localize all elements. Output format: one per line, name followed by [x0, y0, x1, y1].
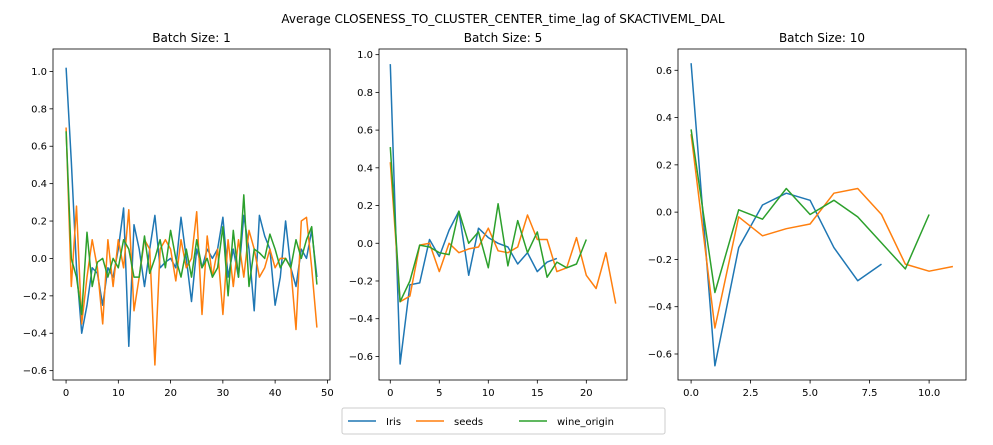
y-tick-label: −0.6 [648, 349, 672, 360]
series-line-wine_origin [389, 147, 587, 303]
x-tick-label: 10.0 [918, 388, 940, 399]
chart-panel: Batch Size: 5 0 5 10 15 20 −0.6 −0.4 −0.2 0.0 0.2 0… [349, 31, 628, 399]
panel-title: Batch Size: 1 [152, 31, 230, 45]
y-tick-label: 0.6 [31, 142, 47, 153]
x-tick-label: 7.5 [862, 388, 878, 399]
x-tick-label: 10 [112, 388, 125, 399]
y-tick-label: 0.6 [357, 126, 373, 137]
series-line-wine_origin [690, 129, 930, 294]
y-tick-label: −0.4 [23, 329, 47, 340]
legend-label: wine_origin [557, 417, 614, 428]
x-tick-label: 20 [580, 388, 593, 399]
x-tick-label: 10 [482, 388, 495, 399]
series-line-seeds [65, 127, 318, 366]
y-tick-label: −0.6 [349, 352, 373, 363]
y-tick-label: 0.0 [357, 239, 373, 250]
x-tick-label: 0 [387, 388, 393, 399]
legend-item: wine_origin [519, 417, 614, 428]
chart-panel: Batch Size: 10 0.0 2.5 5.0 7.5 10.0 −0.6 −0.4 −0… [648, 31, 967, 399]
legend-item: Iris [348, 417, 401, 428]
legend-box [341, 407, 666, 435]
series-line-Iris [389, 64, 558, 365]
series-line-seeds [389, 162, 617, 304]
chart-legend: Iris seeds wine_origin [341, 407, 666, 435]
y-tick-label: 1.0 [31, 67, 47, 78]
y-tick-label: 0.6 [656, 66, 672, 77]
x-tick-label: 30 [216, 388, 229, 399]
series-line-Iris [65, 67, 318, 348]
y-tick-label: −0.4 [648, 302, 672, 313]
axes-frame [378, 48, 628, 381]
y-tick-label: −0.2 [349, 276, 373, 287]
axes-frame [52, 48, 331, 381]
x-tick-label: 2.5 [743, 388, 759, 399]
y-tick-label: 0.8 [357, 88, 373, 99]
panel-title: Batch Size: 5 [464, 31, 542, 45]
x-tick-label: 50 [321, 388, 334, 399]
y-tick-label: 0.4 [656, 113, 672, 124]
y-tick-label: −0.2 [23, 291, 47, 302]
chart-panel: Batch Size: 1 0 10 20 30 40 50 −0.6 −0.4 −0.2 0.0 0… [23, 31, 334, 399]
y-tick-label: 0.0 [31, 254, 47, 265]
chart-panels: Batch Size: 10 10 20 30 40 50−0.6−0.4−0.20.00… [23, 31, 967, 399]
y-tick-label: 0.8 [31, 104, 47, 115]
series-line-seeds [690, 134, 954, 329]
series-line-Iris [690, 63, 882, 367]
panel-title: Batch Size: 10 [779, 31, 865, 45]
x-tick-label: 20 [164, 388, 177, 399]
y-tick-label: −0.2 [648, 255, 672, 266]
y-tick-label: 0.4 [357, 163, 373, 174]
y-tick-label: 0.0 [656, 208, 672, 219]
y-tick-label: −0.4 [349, 314, 373, 325]
y-tick-label: −0.6 [23, 366, 47, 377]
legend-label: seeds [454, 417, 483, 428]
y-tick-label: 0.2 [31, 217, 47, 228]
y-tick-label: 0.2 [656, 160, 672, 171]
y-tick-label: 0.4 [31, 179, 47, 190]
x-tick-label: 0 [63, 388, 69, 399]
legend-item: seeds [416, 417, 483, 428]
chart-suptitle: Average CLOSENESS_TO_CLUSTER_CENTER_time… [281, 12, 724, 26]
x-tick-label: 0.0 [683, 388, 699, 399]
x-tick-label: 5.0 [802, 388, 818, 399]
axes-frame [677, 48, 967, 381]
x-tick-label: 15 [531, 388, 544, 399]
x-tick-label: 5 [436, 388, 442, 399]
legend-label: Iris [386, 417, 401, 428]
series-line-wine_origin [65, 131, 318, 316]
x-tick-label: 40 [269, 388, 282, 399]
y-tick-label: 1.0 [357, 50, 373, 61]
y-tick-label: 0.2 [357, 201, 373, 212]
